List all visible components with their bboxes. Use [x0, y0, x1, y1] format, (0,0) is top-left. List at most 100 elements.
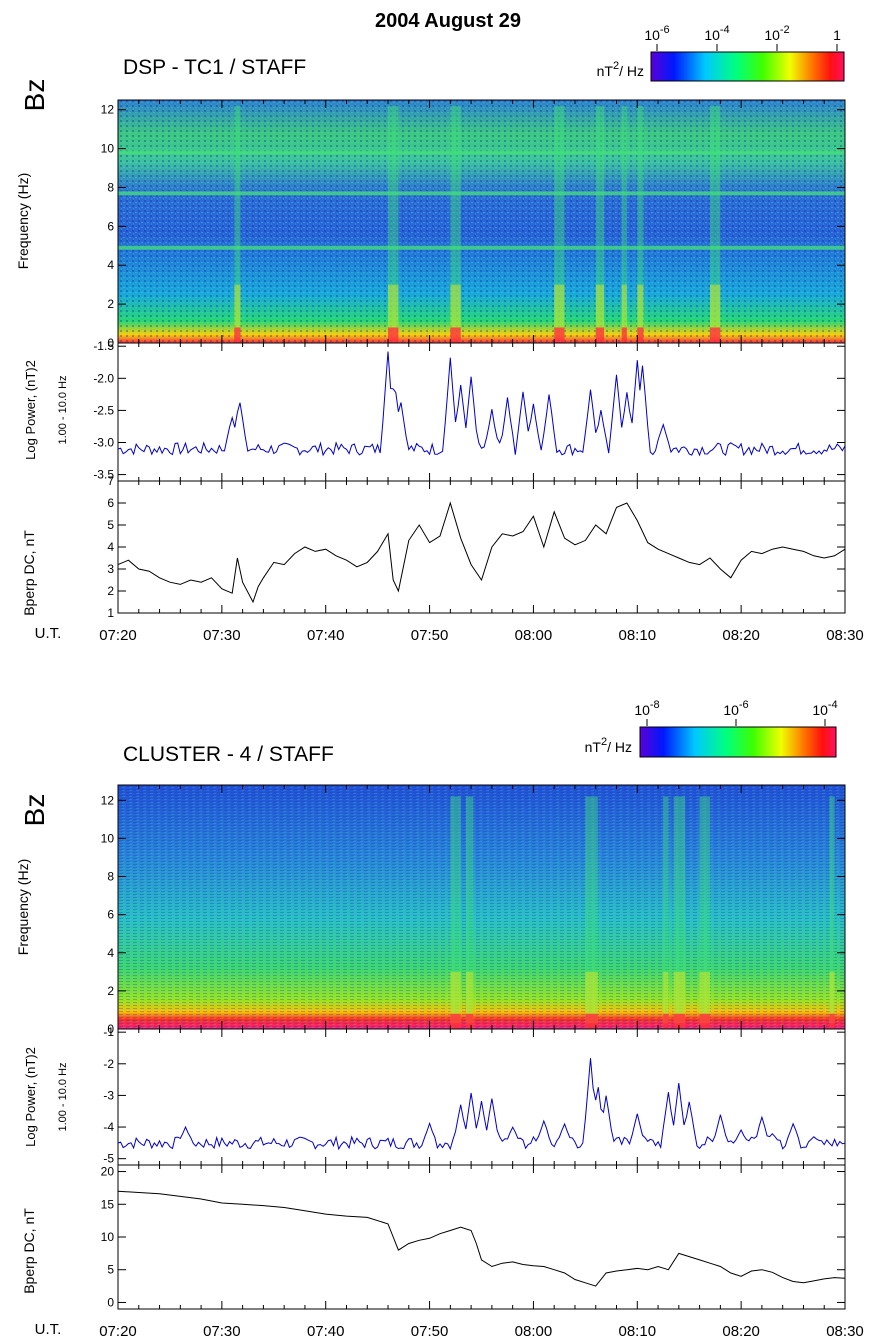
- c4-burst: [465, 796, 474, 1014]
- c4-component-label: Bz: [19, 794, 50, 827]
- tc1-burst: [637, 105, 644, 328]
- c4-power-band: 1.00 - 10.0 Hz: [57, 1062, 69, 1131]
- c4-bdc-ytick-label: 20: [101, 1165, 115, 1179]
- c4-burst-base: [465, 1013, 474, 1029]
- tc1-burst-base: [388, 327, 399, 343]
- tc1-colorbar-tick-label: 1: [833, 27, 841, 43]
- tc1-burst-base: [554, 327, 565, 343]
- tc1-time-label: 07:30: [203, 627, 241, 644]
- c4-burst: [673, 796, 686, 1014]
- tc1-colorbar-scale: [650, 51, 845, 82]
- figure-title: 2004 August 29: [375, 10, 521, 32]
- tc1-burst-base: [234, 327, 241, 343]
- c4-burst: [663, 796, 669, 1014]
- c4-colorbar-tick-label: 10-6: [723, 699, 748, 718]
- tc1-burst-core: [709, 284, 721, 338]
- c4-power-ylabel: Log Power, (nT)2: [23, 1047, 38, 1147]
- c4-burst-core: [585, 971, 598, 1024]
- c4-time-label: 08:30: [826, 1323, 864, 1340]
- tc1-power-ylabel: Log Power, (nT)2: [23, 360, 38, 460]
- c4-spec-ytick-label: 6: [107, 908, 114, 922]
- tc1-ut-label: U.T.: [35, 625, 62, 642]
- tc1-burst-core: [388, 284, 399, 338]
- c4-colorbar-scale: [639, 726, 837, 758]
- c4-pow-ytick-label: -4: [103, 1120, 114, 1134]
- tc1-time-label: 07:40: [307, 627, 345, 644]
- c4-spec-ytick-label: 0: [107, 1022, 114, 1036]
- tc1-bdc-ytick-label: 1: [107, 606, 114, 620]
- c4-bdc-ylabel: Bperp DC, nT: [21, 1208, 37, 1294]
- c4-time-label: 08:10: [619, 1323, 657, 1340]
- c4-burst-core: [829, 971, 835, 1024]
- c4-time-label: 07:50: [411, 1323, 449, 1340]
- tc1-burst-core: [450, 284, 461, 338]
- tc1-spec-ytick-label: 8: [107, 180, 114, 194]
- c4-spectrogram-panel: 0 2 4 6 8 10 12: [101, 784, 846, 1036]
- tc1-time-label: 07:50: [411, 627, 449, 644]
- c4-spec-ytick-label: 2: [107, 984, 114, 998]
- c4-colorbar: nT2/ Hz 10-8 10-6 10-4: [585, 699, 838, 758]
- c4-burst-core: [699, 971, 710, 1024]
- c4-ut-label: U.T.: [35, 1321, 62, 1338]
- c4-burst-core: [663, 971, 669, 1024]
- tc1-colorbar: nT2/ Hz 10-6 10-4 10-2 1: [597, 24, 845, 82]
- c4-burst: [450, 796, 461, 1014]
- tc1-harmonic-line: [118, 191, 845, 196]
- tc1-burst-base: [450, 327, 461, 343]
- tc1-spec-ytick-label: 0: [107, 336, 114, 350]
- tc1-time-label: 08:30: [826, 627, 864, 644]
- c4-spec-ytick-label: 12: [101, 793, 115, 807]
- tc1-bdc-ytick-label: 6: [107, 496, 114, 510]
- tc1-component-label: Bz: [19, 79, 50, 112]
- tc1-burst-core: [554, 284, 565, 338]
- tc1-burst: [595, 105, 605, 328]
- c4-bdc-panel: 0 5 10 15 20: [101, 1164, 846, 1310]
- tc1-spec-ytick-label: 2: [107, 297, 114, 311]
- tc1-bdc-ytick-label: 5: [107, 518, 114, 532]
- tc1-burst-base: [621, 327, 627, 343]
- tc1-spec-ytick-label: 6: [107, 219, 114, 233]
- c4-burst-base: [673, 1013, 686, 1029]
- tc1-panel-title: DSP - TC1 / STAFF: [123, 56, 306, 79]
- c4-colorbar-unit: nT2/ Hz: [585, 736, 632, 755]
- c4-pow-ytick-label: -3: [103, 1088, 114, 1102]
- c4-colorbar-tick-label: 10-4: [812, 699, 837, 718]
- tc1-burst-core: [621, 284, 627, 338]
- c4-time-label: 08:20: [722, 1323, 760, 1340]
- tc1-bdc-line: [117, 501, 846, 604]
- tc1-time-label: 08:10: [619, 627, 657, 644]
- tc1-time-label: 07:20: [99, 627, 137, 644]
- tc1-colorbar-unit: nT2/ Hz: [597, 60, 644, 79]
- c4-time-label: 08:00: [515, 1323, 553, 1340]
- tc1-time-label: 08:20: [722, 627, 760, 644]
- tc1-spec-ytick-label: 10: [101, 142, 115, 156]
- tc1-spectrogram-panel: 0 2 4 6 8 10 12: [101, 99, 846, 350]
- c4-burst: [699, 796, 710, 1014]
- c4-burst-base: [699, 1013, 710, 1029]
- c4-bdc-ytick-label: 5: [107, 1263, 114, 1277]
- c4-colorbar-tick-label: 10-8: [634, 699, 659, 718]
- tc1-burst: [554, 105, 565, 328]
- tc1-time-label: 08:00: [515, 627, 553, 644]
- tc1-colorbar-tick-label: 10-2: [764, 24, 789, 43]
- c4-pow-ytick-label: -2: [103, 1057, 114, 1071]
- c4-spectrogram-ylabel: Frequency (Hz): [15, 859, 31, 955]
- tc1-spec-ytick-label: 4: [107, 258, 114, 272]
- tc1-burst-core: [234, 284, 241, 338]
- c4-time-label: 07:30: [203, 1323, 241, 1340]
- c4-burst-base: [663, 1013, 669, 1029]
- c4-spec-ytick-label: 10: [101, 831, 115, 845]
- tc1-burst-base: [637, 327, 644, 343]
- c4-burst-base: [450, 1013, 461, 1029]
- tc1-bdc-ytick-label: 4: [107, 540, 114, 554]
- c4-pow-ytick-label: -1: [103, 1025, 114, 1039]
- tc1-bdc-ylabel: Bperp DC, nT: [21, 530, 37, 616]
- tc1-pow-ytick-label: -2.5: [93, 403, 114, 417]
- c4-pow-ytick-label: -5: [103, 1152, 114, 1166]
- c4-burst-base: [829, 1013, 835, 1029]
- c4-power-line: [117, 1058, 846, 1151]
- c4-burst-core: [465, 971, 474, 1024]
- tc1-power-band: 1.00 - 10.0 Hz: [57, 375, 69, 444]
- tc1-pow-ytick-label: -1.5: [93, 339, 114, 353]
